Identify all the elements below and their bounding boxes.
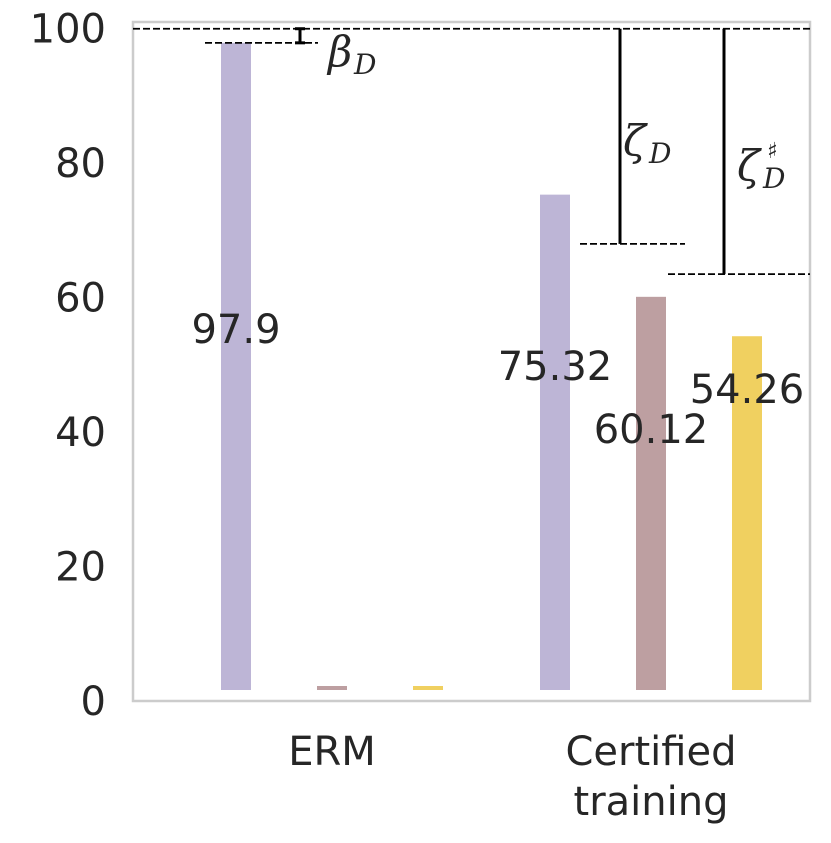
bar-series0-cat0 — [221, 42, 251, 691]
bar-series2-cat1 — [732, 336, 762, 690]
bar-series0-cat1 — [540, 194, 570, 690]
data-label-series0-cat1: 75.32 — [498, 344, 613, 390]
annotation-subscript-2: D — [762, 162, 785, 195]
x-axis-categories: ERM Certified training — [288, 729, 736, 825]
x-category-label-1: Certified training — [566, 729, 737, 825]
data-label-series1-cat1: 60.12 — [594, 407, 709, 453]
y-tick-label-20: 20 — [55, 545, 106, 591]
y-tick-label-100: 100 — [30, 7, 106, 53]
data-label-series0-cat0: 97.9 — [191, 307, 280, 353]
annotation-subscript-1: D — [648, 137, 671, 170]
y-axis-ticks: 0 20 40 60 80 100 — [30, 7, 106, 725]
annotation-superscript-2: ♯ — [767, 139, 778, 164]
bar-series1-cat0 — [317, 686, 347, 690]
annotation-label-1: ζ — [623, 116, 648, 165]
y-tick-label-80: 80 — [55, 141, 106, 187]
bar-series2-cat0 — [413, 686, 443, 690]
x-category-label-0: ERM — [288, 729, 376, 775]
annotation-label-0: β — [326, 27, 352, 76]
bars — [221, 42, 762, 691]
annotation-subscript-0: D — [353, 48, 376, 81]
annotation-label-2: ζ — [737, 141, 762, 190]
y-tick-label-0: 0 — [81, 679, 106, 725]
y-tick-label-40: 40 — [55, 410, 106, 456]
bar-series1-cat1 — [636, 296, 666, 690]
y-tick-label-60: 60 — [55, 276, 106, 322]
data-label-series2-cat1: 54.26 — [690, 367, 805, 413]
